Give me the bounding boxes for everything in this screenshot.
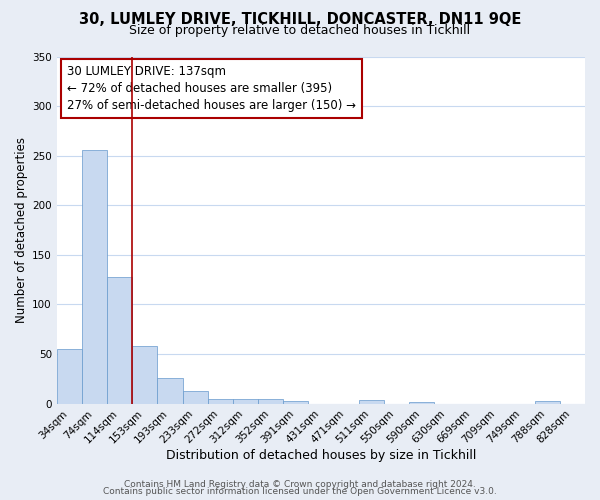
Text: Size of property relative to detached houses in Tickhill: Size of property relative to detached ho… [130, 24, 470, 37]
Bar [359, 400, 384, 404]
Bar [233, 398, 258, 404]
Bar [107, 276, 132, 404]
Y-axis label: Number of detached properties: Number of detached properties [15, 137, 28, 323]
Bar [208, 398, 233, 404]
Bar [258, 398, 283, 404]
Text: 30 LUMLEY DRIVE: 137sqm
← 72% of detached houses are smaller (395)
27% of semi-d: 30 LUMLEY DRIVE: 137sqm ← 72% of detache… [67, 65, 356, 112]
Text: Contains public sector information licensed under the Open Government Licence v3: Contains public sector information licen… [103, 487, 497, 496]
Bar [57, 349, 82, 404]
Bar [182, 390, 208, 404]
Text: Contains HM Land Registry data © Crown copyright and database right 2024.: Contains HM Land Registry data © Crown c… [124, 480, 476, 489]
Bar [283, 400, 308, 404]
Bar [132, 346, 157, 404]
Bar [535, 400, 560, 404]
X-axis label: Distribution of detached houses by size in Tickhill: Distribution of detached houses by size … [166, 450, 476, 462]
Bar [157, 378, 182, 404]
Bar [82, 150, 107, 404]
Bar [409, 402, 434, 404]
Text: 30, LUMLEY DRIVE, TICKHILL, DONCASTER, DN11 9QE: 30, LUMLEY DRIVE, TICKHILL, DONCASTER, D… [79, 12, 521, 28]
